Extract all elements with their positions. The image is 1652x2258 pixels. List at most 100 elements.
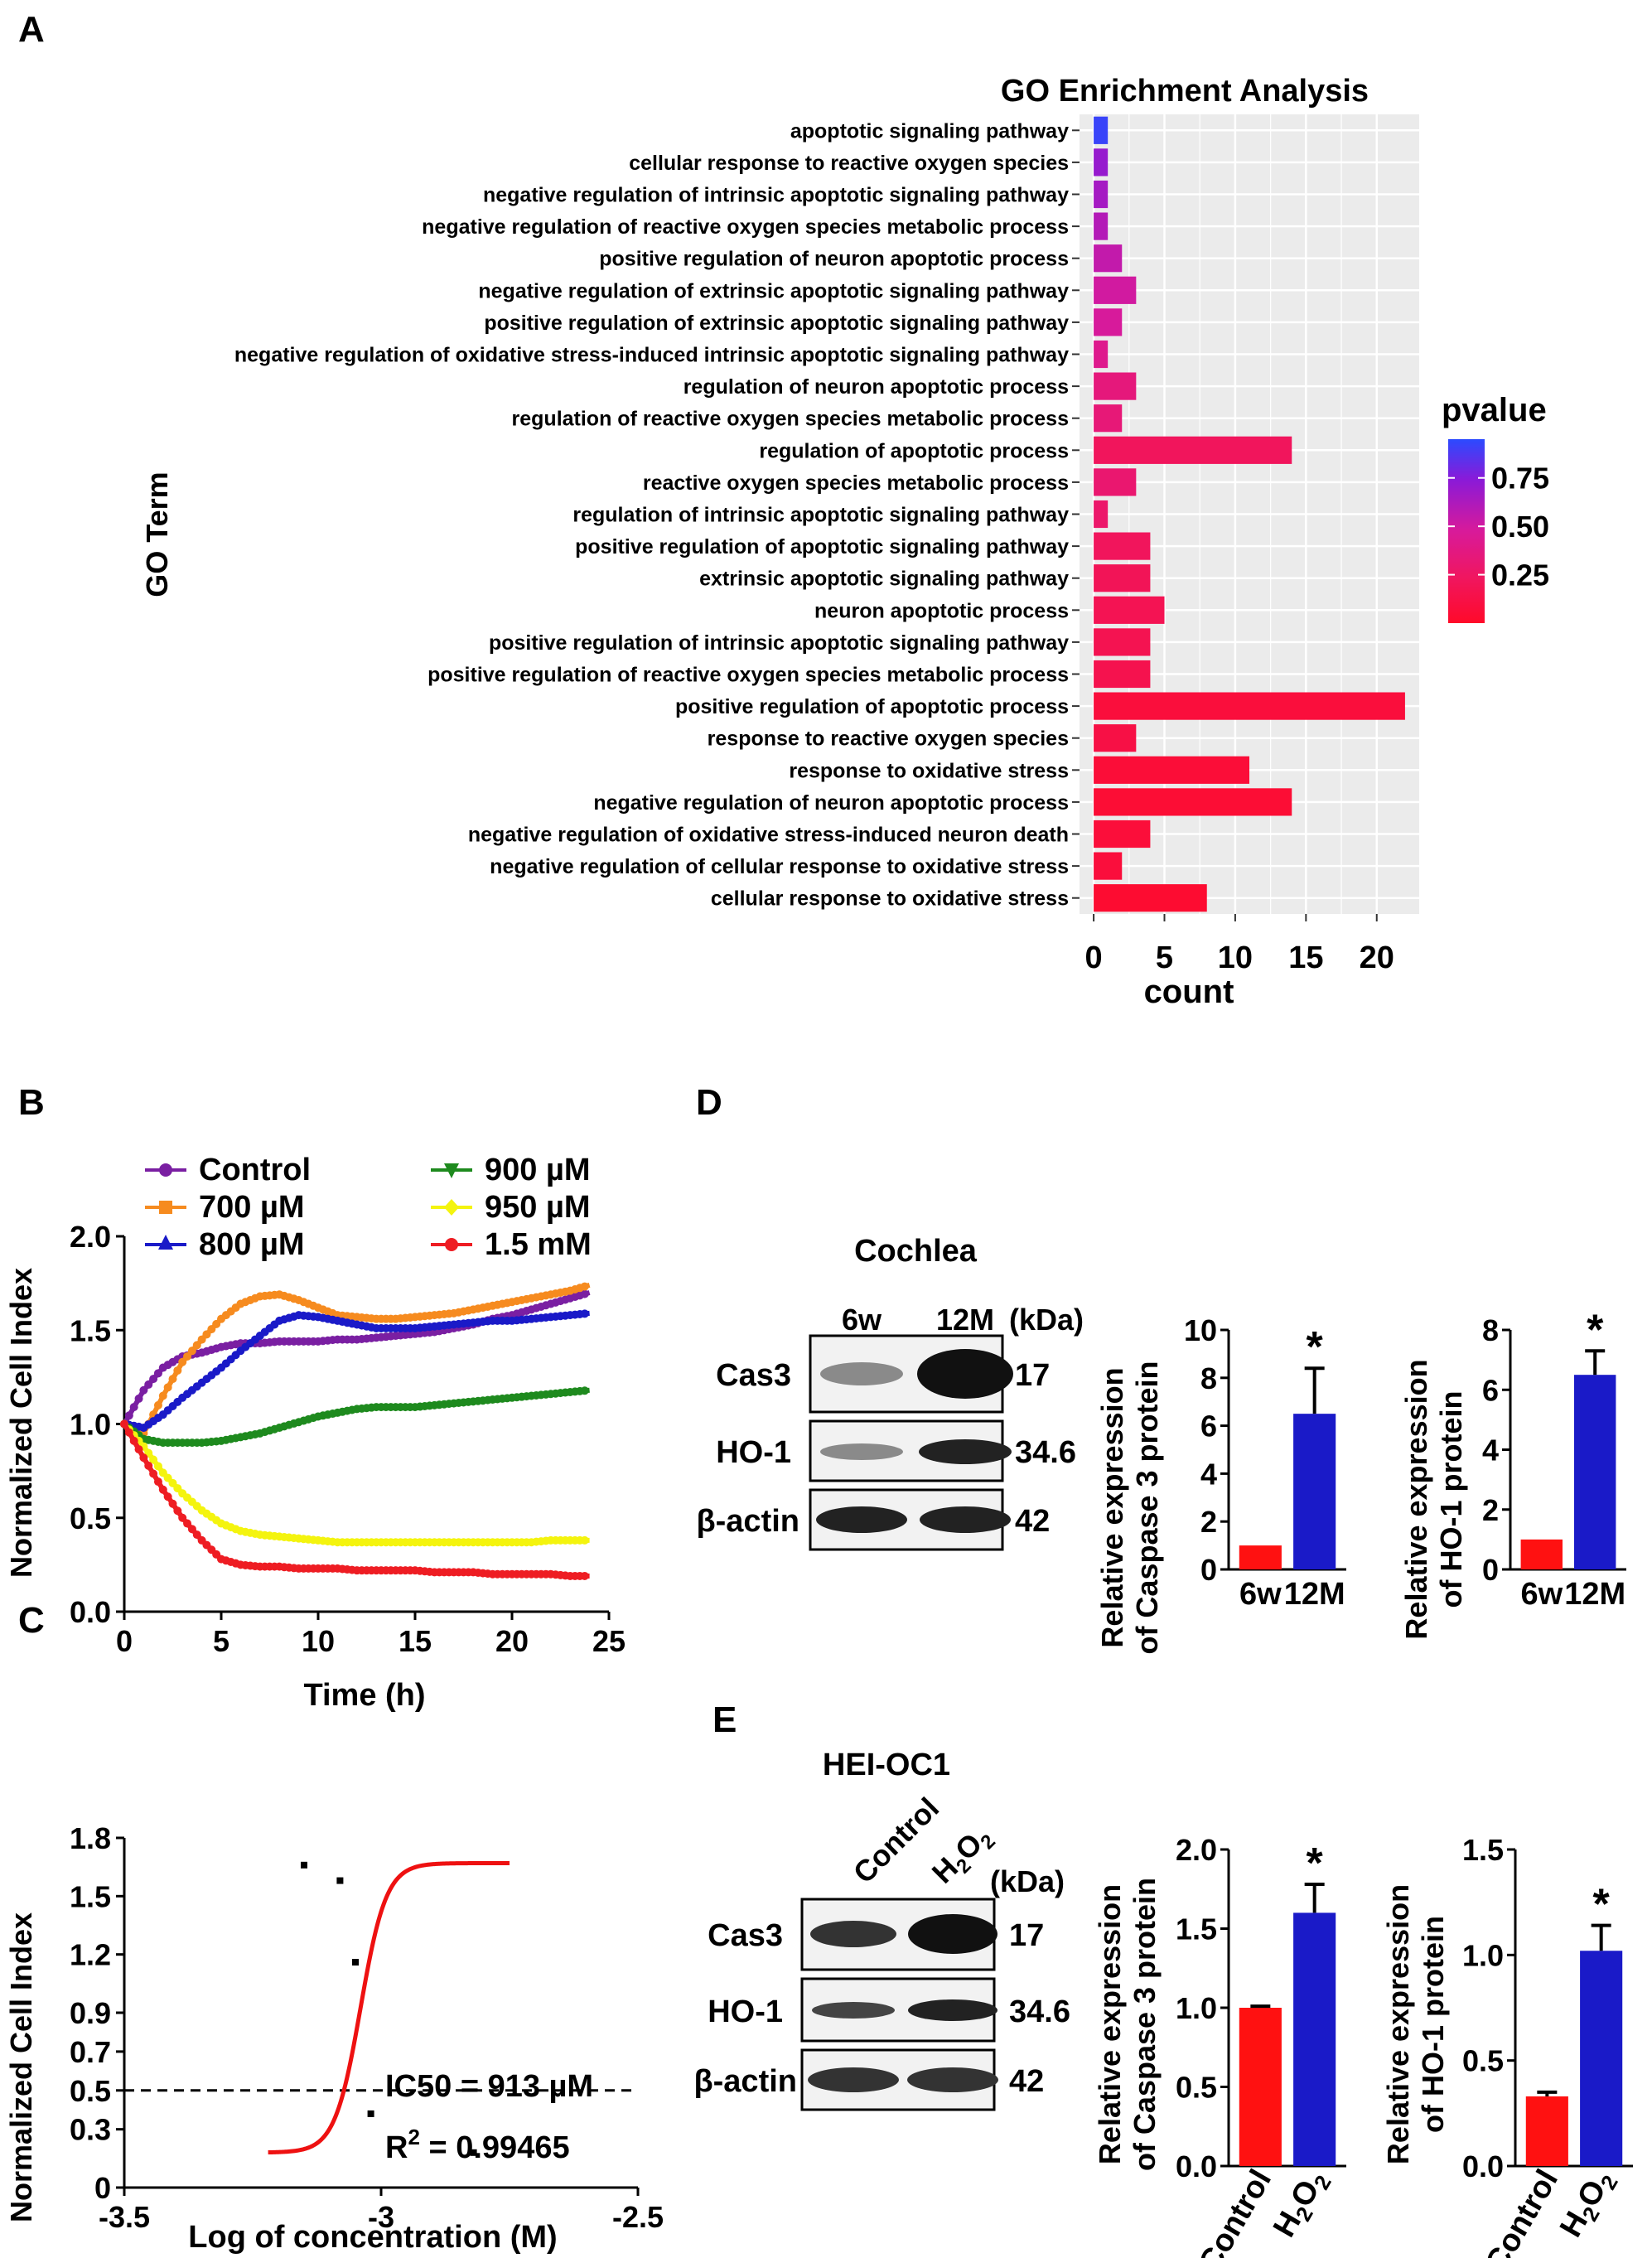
go-bar	[1094, 436, 1292, 464]
blot-d-actin-band-12m	[920, 1506, 1011, 1533]
go-x-tick-label: 10	[1218, 940, 1253, 975]
bar-y-tick-label: 8	[1482, 1313, 1499, 1347]
bar	[1580, 1951, 1623, 2166]
sigmoid-fit-curve	[268, 1860, 510, 2155]
dose-y-tick-label: 0.9	[70, 1996, 111, 2030]
time-series-point	[580, 1386, 589, 1395]
blot-d-weight-cas3: 17	[1015, 1358, 1050, 1393]
significance-star: *	[1587, 1306, 1604, 1354]
blot-d-cas3-band-12m	[917, 1349, 1013, 1399]
go-bar	[1094, 468, 1137, 496]
go-bar	[1094, 116, 1109, 144]
go-bar	[1094, 852, 1123, 880]
blot-d-title: Cochlea	[854, 1234, 978, 1269]
bar-y-tick-label: 0.0	[1462, 2149, 1504, 2183]
legend-marker	[445, 1238, 458, 1251]
time-series-point	[124, 1428, 133, 1437]
dose-chart-plot	[124, 1860, 638, 2156]
panel-label-b: B	[18, 1082, 45, 1123]
time-series-point	[144, 1380, 153, 1389]
bar-category-label: 12M	[1284, 1577, 1345, 1612]
blot-e-actin-band-control	[808, 2067, 899, 2092]
time-y-tick-label: 1.0	[70, 1408, 111, 1442]
significance-star: *	[1307, 1323, 1324, 1371]
go-bar	[1094, 692, 1405, 720]
bar-y-tick-label: 6	[1482, 1373, 1499, 1407]
blot-e-protein-actin: β-actin	[693, 2064, 797, 2099]
time-series-point	[153, 1462, 162, 1471]
ic50-annotation: IC50 = 913 µM	[385, 2069, 593, 2104]
time-series-point	[187, 1347, 196, 1356]
go-term-label: positive regulation of apoptotic process	[675, 695, 1069, 718]
blot-d-protein-cas3: Cas3	[716, 1358, 791, 1393]
time-series-point	[163, 1492, 172, 1501]
go-chart-title: GO Enrichment Analysis	[1001, 74, 1369, 109]
go-bar	[1094, 148, 1109, 176]
time-series-point	[149, 1375, 158, 1384]
time-series-point	[183, 1351, 192, 1361]
time-series-point	[212, 1319, 221, 1328]
go-bar	[1094, 372, 1137, 400]
bar-y-tick-label: 4	[1482, 1434, 1499, 1467]
time-series-point	[168, 1478, 177, 1487]
legend-series-name: 700 µM	[199, 1190, 305, 1225]
go-term-label: positive regulation of neuron apoptotic …	[599, 248, 1069, 271]
blot-e-ho1-band-control	[812, 2002, 895, 2019]
dose-y-tick-label: 0	[94, 2171, 111, 2205]
pvalue-legend-title: pvalue	[1442, 392, 1547, 428]
go-term-label: regulation of intrinsic apoptotic signal…	[572, 504, 1069, 527]
blot-e-protein-cas3: Cas3	[708, 1918, 783, 1953]
go-term-label: positive regulation of intrinsic apoptot…	[489, 631, 1069, 655]
dose-data-point	[470, 2149, 477, 2156]
dose-x-axis-label: Log of concentration (M)	[188, 2220, 557, 2255]
go-x-tick-label: 0	[1085, 940, 1103, 975]
go-term-label: cellular response to oxidative stress	[711, 887, 1069, 911]
go-bar	[1094, 404, 1123, 433]
blot-d-protein-actin: β-actin	[696, 1504, 799, 1539]
bar	[1293, 1912, 1336, 2166]
bar	[1239, 2008, 1282, 2166]
time-series-point	[580, 1571, 589, 1580]
bar-y-tick-label: 10	[1184, 1313, 1217, 1347]
go-bar	[1094, 532, 1151, 560]
dose-y-tick-label: 1.2	[70, 1938, 111, 1972]
bar	[1574, 1375, 1616, 1569]
legend-marker	[444, 1163, 459, 1178]
time-series-point	[153, 1400, 162, 1409]
dose-x-tick-label: -2.5	[612, 2200, 664, 2234]
significance-star: *	[1593, 1881, 1611, 1929]
time-series-point	[129, 1436, 138, 1445]
time-x-axis-label: Time (h)	[303, 1678, 425, 1713]
r2-annotation: R2 = 0.99465	[385, 2125, 570, 2165]
dose-data-point	[301, 1861, 307, 1869]
western-blot-hei-oc1: HEI-OC1 Control H2O2 (kDa) Cas3 HO-1 β-a…	[693, 1748, 1070, 2111]
blot-d-weight-actin: 42	[1015, 1504, 1050, 1539]
go-term-label: response to reactive oxygen species	[708, 728, 1069, 751]
time-series-point	[139, 1453, 148, 1463]
dose-y-tick-label: 0.5	[70, 2074, 111, 2108]
go-bars	[1094, 116, 1405, 912]
time-series-point	[153, 1477, 162, 1487]
time-x-tick-label: 15	[399, 1624, 432, 1658]
dose-y-tick-label: 0.7	[70, 2035, 111, 2069]
time-series-point	[163, 1383, 172, 1392]
go-term-label: apoptotic signaling pathway	[790, 119, 1069, 143]
panel-label-e: E	[712, 1700, 737, 1740]
time-series-point	[178, 1357, 187, 1366]
blot-e-title: HEI-OC1	[823, 1748, 950, 1782]
go-term-label: reactive oxygen species metabolic proces…	[643, 471, 1069, 495]
go-bar	[1094, 308, 1123, 336]
bar-y-axis-label: of Caspase 3 protein	[1128, 1878, 1162, 2171]
go-bar	[1094, 820, 1151, 849]
go-term-label: positive regulation of extrinsic apoptot…	[484, 312, 1069, 335]
go-enrichment-chart: GO Enrichment Analysis apoptotic signali…	[140, 74, 1549, 1010]
blot-e-weight-actin: 42	[1009, 2064, 1044, 2099]
time-series-point	[197, 1335, 206, 1344]
go-bar	[1094, 180, 1109, 209]
go-y-axis-label: GO Term	[140, 471, 174, 597]
time-series-point	[580, 1289, 589, 1298]
go-term-label: negative regulation of cellular response…	[490, 855, 1069, 878]
